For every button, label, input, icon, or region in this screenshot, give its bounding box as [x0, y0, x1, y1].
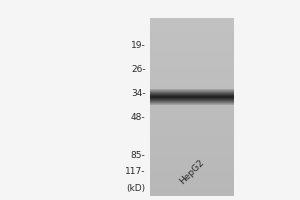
Text: HepG2: HepG2: [178, 158, 206, 186]
Text: 85-: 85-: [131, 150, 146, 160]
Text: 26-: 26-: [131, 64, 146, 73]
Text: 117-: 117-: [125, 166, 146, 176]
Text: 48-: 48-: [131, 112, 146, 121]
Text: 34-: 34-: [131, 88, 146, 98]
Text: (kD): (kD): [126, 184, 146, 194]
Text: 19-: 19-: [131, 40, 146, 49]
